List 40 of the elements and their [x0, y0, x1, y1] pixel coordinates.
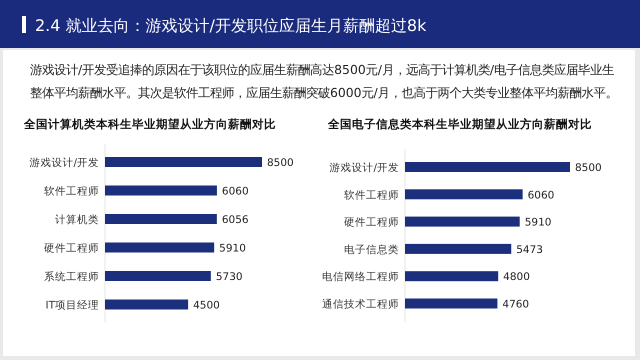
text: 2.4 就业去向：游戏设计/开发职位应届生月薪酬超过8k: [35, 16, 428, 35]
y-tick-label: IT项目经理: [45, 300, 99, 312]
chart-title: 全国计算机类本科生毕业期望从业方向薪酬对比: [23, 117, 276, 131]
data-label: 6060: [528, 189, 554, 202]
bar: [405, 244, 512, 254]
text: 游戏设计/开发受追捧的原因在于该职位的应届生薪酬高达8500元/月，远高于计算机类/电子信息类应届毕业生整体平均薪酬水平。其次是软件工程师，应届生薪酬突破6000元/月，也高于两个大类专业整体平均薪酬水平。: [30, 61, 619, 102]
data-label: 8500: [267, 157, 294, 169]
y-tick-label: 电信网络工程师: [322, 270, 399, 284]
bar: [105, 214, 217, 224]
data-label: 4500: [193, 300, 220, 312]
data-label: 5910: [524, 216, 552, 229]
bar: [105, 300, 188, 310]
data-label: 5910: [219, 242, 246, 254]
data-label: 5730: [216, 271, 243, 283]
bar: [105, 157, 262, 167]
data-label: 6060: [222, 186, 249, 198]
bar: [405, 189, 523, 200]
bar: [405, 216, 520, 227]
y-tick-label: 计算机类: [55, 213, 99, 226]
y-tick-label: 电子信息类: [344, 242, 399, 256]
bar: [405, 162, 570, 172]
bar: [405, 271, 498, 282]
bar: [105, 271, 211, 281]
data-label: 5473: [516, 244, 543, 256]
bar: [405, 298, 498, 308]
y-tick-label: 硬件工程师: [44, 242, 99, 254]
y-tick-label: 系统工程师: [44, 270, 99, 283]
data-label: 4760: [502, 298, 530, 310]
data-label: 4800: [503, 271, 530, 284]
bar: [105, 242, 214, 252]
y-tick-label: 游戏设计/开发: [29, 156, 99, 169]
data-label: 8500: [575, 162, 602, 174]
y-tick-label: 通信技术工程师: [322, 298, 399, 310]
y-tick-label: 硬件工程师: [344, 216, 399, 229]
y-tick-label: 软件工程师: [44, 186, 99, 198]
y-tick-label: 软件工程师: [344, 189, 399, 202]
bar: [105, 186, 217, 196]
y-tick-label: 游戏设计/开发: [329, 161, 399, 174]
data-label: 6056: [222, 214, 249, 226]
chart-title: 全国电子信息类本科生毕业期望从业方向薪酬对比: [327, 117, 592, 131]
